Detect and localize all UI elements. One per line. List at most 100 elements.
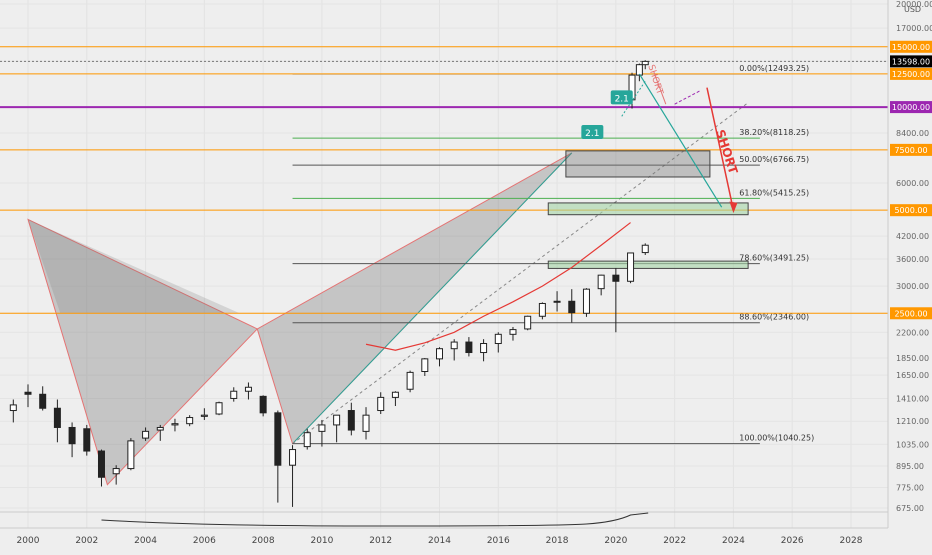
price-tick-label: 7500.00 <box>894 146 927 155</box>
price-tick-label: 775.00 <box>896 483 924 492</box>
fib-level-label: 61.80%(5415.25) <box>739 188 809 197</box>
candle-body <box>156 426 164 431</box>
candle-body <box>289 449 297 466</box>
candle <box>582 288 590 317</box>
candle <box>362 407 370 440</box>
zone-box-upper <box>565 150 711 178</box>
trend-line-dashed <box>292 102 749 445</box>
candle <box>53 399 61 443</box>
candle-body <box>244 386 252 392</box>
candle-body <box>318 424 326 432</box>
candle <box>215 401 223 416</box>
candle-body <box>112 468 120 475</box>
candle-body <box>480 343 488 354</box>
projection-line-green <box>638 73 723 208</box>
time-tick-label: 2022 <box>663 536 686 546</box>
candle-body <box>436 348 443 360</box>
candle <box>597 274 605 296</box>
candle-body <box>524 315 532 330</box>
candle <box>465 337 473 357</box>
pattern-fill-upper <box>28 219 240 314</box>
time-tick-label: 2024 <box>722 536 745 546</box>
price-axis-bg <box>888 0 932 528</box>
price-tick-label: 3600.00 <box>896 255 929 264</box>
candle-body <box>568 300 576 314</box>
time-tick-label: 2012 <box>369 536 392 546</box>
price-tick-label: 675.00 <box>896 504 924 513</box>
candle-body <box>39 393 47 409</box>
moving-average-line <box>365 222 631 351</box>
short-arrow-small <box>653 72 667 105</box>
candle-body <box>641 244 649 254</box>
candle-body <box>406 371 414 390</box>
projection-line-dotted <box>621 80 646 117</box>
price-tick-label: 2200.00 <box>896 328 929 337</box>
price-tick-label: 1210.00 <box>896 417 929 426</box>
short-arrow-line <box>706 87 735 211</box>
candle <box>97 449 105 487</box>
indicator-line <box>101 512 649 527</box>
candle <box>450 339 458 361</box>
price-tick-badge <box>890 40 932 53</box>
candle <box>391 391 399 407</box>
candle <box>524 315 532 331</box>
zone-box-green-1 <box>547 202 749 216</box>
price-tick-label: 15000.00 <box>892 43 930 52</box>
price-tick-badge <box>890 204 932 217</box>
candle-body <box>333 414 341 426</box>
price-tick-label: 895.00 <box>896 462 924 471</box>
candle-body <box>465 341 473 354</box>
price-tick-label: 10000.00 <box>892 103 930 112</box>
time-tick-label: 2020 <box>604 536 627 546</box>
candle-body <box>538 302 546 317</box>
candle <box>9 399 17 423</box>
candle <box>318 419 326 447</box>
pattern-triangle-xab <box>27 218 259 486</box>
candle <box>538 302 546 320</box>
price-tick-badge <box>890 101 932 114</box>
badge-box <box>610 90 633 105</box>
time-tick-label: 2004 <box>134 536 157 546</box>
time-tick-label: 2006 <box>193 536 216 546</box>
candle <box>627 252 635 284</box>
candle <box>274 410 282 503</box>
price-tick-label: 4200.00 <box>896 232 929 241</box>
candle <box>553 291 561 312</box>
price-tick-label: 6000.00 <box>896 179 929 188</box>
candle <box>112 465 120 485</box>
fib-level-label: 38.20%(8118.25) <box>739 128 809 137</box>
candle-body <box>347 410 355 431</box>
price-tick-badge <box>890 307 932 320</box>
candle <box>230 387 238 402</box>
candle <box>303 428 311 450</box>
candle <box>68 422 76 458</box>
time-axis-bg <box>0 528 932 550</box>
candle-body <box>127 440 135 470</box>
candle <box>494 332 502 353</box>
candle-body <box>171 423 179 426</box>
candle <box>568 289 576 323</box>
candle <box>480 339 488 362</box>
candle <box>421 358 429 376</box>
time-tick-label: 2028 <box>840 536 863 546</box>
candle-body <box>259 395 267 414</box>
candle <box>347 402 355 436</box>
time-tick-label: 2018 <box>546 536 569 546</box>
badge-label: 2.1 <box>615 94 629 104</box>
zone-box-green-2 <box>547 260 749 269</box>
price-tick-label: 12500.00 <box>892 70 930 79</box>
candle-body <box>303 432 311 448</box>
price-tick-badge <box>890 143 932 156</box>
pattern-leg-cd <box>292 152 573 445</box>
candle <box>406 370 414 393</box>
time-tick-label: 2026 <box>781 536 804 546</box>
price-tick-label: 3000.00 <box>896 282 929 291</box>
short-arrow-head <box>729 201 738 214</box>
candle-body <box>9 404 17 412</box>
candle <box>333 414 341 443</box>
price-tick-label: 5000.00 <box>894 206 927 215</box>
candle <box>39 386 47 411</box>
